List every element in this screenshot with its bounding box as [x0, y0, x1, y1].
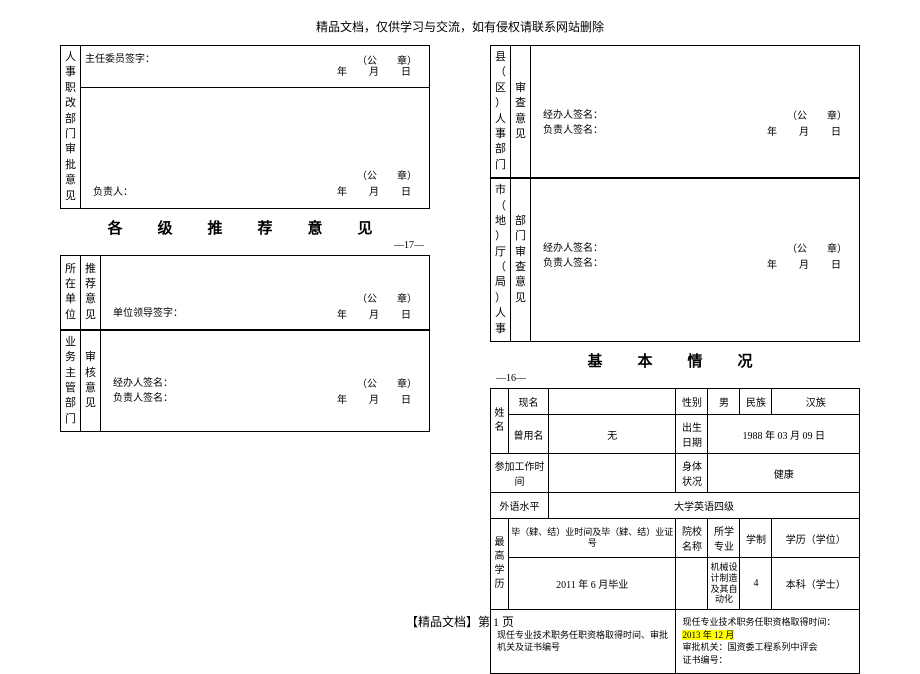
gender-label: 性别 — [676, 389, 708, 415]
ethnic-label: 民族 — [740, 389, 772, 415]
date-text: 年 月 日 — [337, 306, 417, 321]
resp-sig: 负责人签名： — [113, 391, 173, 406]
date-text: 年 月 日 — [767, 256, 847, 271]
approval-block-1: 人事职改部门审批意见 主任委员签字： （公 章） 年 月 日 （公 章） 负责人… — [60, 45, 430, 209]
edu-system-val: 4 — [740, 558, 772, 610]
page-number-17: —17— — [60, 240, 430, 251]
unit-sig-cell: （公 章） 单位领导签字： 年 月 日 — [101, 255, 430, 329]
date-text: 年 月 日 — [767, 123, 847, 138]
date-text: 年 月 日 — [337, 391, 417, 406]
date-text: 年 月 日 — [337, 183, 417, 198]
left-column: 人事职改部门审批意见 主任委员签字： （公 章） 年 月 日 （公 章） 负责人… — [60, 45, 430, 674]
page-header: 精品文档，仅供学习与交流，如有侵权请联系网站删除 — [0, 0, 920, 35]
edu-degree-val: 本科（学士） — [772, 558, 860, 610]
city-sig-cell: （公 章） 经办人签名： 负责人签名： 年 月 日 — [531, 179, 860, 342]
seal-text: （公 章） — [787, 240, 847, 255]
edu-degree: 学历（学位） — [772, 519, 860, 558]
current-name-label: 现名 — [509, 389, 549, 415]
edu-school: 院校名称 — [676, 519, 708, 558]
edu-major: 所学专业 — [708, 519, 740, 558]
inner-recommend: 推荐意见 — [81, 255, 101, 329]
side-county: 县（区）人事部门 — [491, 46, 511, 178]
unit-leader-sig: 单位领导签字： — [113, 306, 183, 321]
right-column: 县（区）人事部门 审查意见 （公 章） 经办人签名： 负责人签名： 年 月 日 — [490, 45, 860, 674]
chair-sig-label: 主任委员签字： — [85, 54, 155, 65]
side-dept: 业务主管部门 — [61, 330, 81, 431]
edu-grad-time: 2011 年 6 月毕业 — [509, 558, 676, 610]
edu-school-val — [676, 558, 708, 610]
work-date-label: 参加工作时间 — [491, 454, 549, 493]
former-name-label: 曾用名 — [509, 415, 549, 454]
qual-cert: 证书编号： — [682, 655, 727, 665]
seal-text: （公 章） — [357, 290, 417, 305]
health-val: 健康 — [708, 454, 860, 493]
section-title-basic: 基 本 情 况 — [490, 350, 860, 371]
dob-val: 1988 年 03 月 09 日 — [708, 415, 860, 454]
qual-time-val: 2013 年 12 月 — [682, 630, 734, 640]
seal-text: （公 章） — [357, 375, 417, 390]
page-footer: 【精品文档】第 1 页 — [0, 613, 920, 630]
recommend-block: 所在单位 推荐意见 （公 章） 单位领导签字： 年 月 日 — [60, 255, 430, 330]
sig-cell-bottom: （公 章） 负责人： 年 月 日 — [81, 87, 430, 208]
seal-text: （公 章） — [357, 167, 417, 182]
dept-sig-cell: （公 章） 经办人签名： 负责人签名： 年 月 日 — [101, 330, 430, 431]
edu-major-val: 机械设计制造及其自动化 — [708, 558, 740, 610]
side-city: 市（地）厅（局）人事 — [491, 179, 511, 342]
name-label: 姓名 — [491, 389, 509, 454]
basic-info-table: 姓名 现名 性别 男 民族 汉族 曾用名 无 出生日期 1988 年 03 月 … — [490, 388, 860, 674]
review-block: 业务主管部门 审核意见 （公 章） 经办人签名： 负责人签名： 年 月 日 — [60, 330, 430, 432]
work-date-val — [549, 454, 676, 493]
dob-label: 出生日期 — [676, 415, 708, 454]
page-body: 人事职改部门审批意见 主任委员签字： （公 章） 年 月 日 （公 章） 负责人… — [0, 35, 920, 674]
city-block: 市（地）厅（局）人事 部门审查意见 （公 章） 经办人签名： 负责人签名： 年 … — [490, 178, 860, 342]
section-title-recommend: 各 级 推 荐 意 见 — [60, 217, 430, 238]
ethnic-val: 汉族 — [772, 389, 860, 415]
health-label: 身体状况 — [676, 454, 708, 493]
seal-text: （公 章） — [787, 107, 847, 122]
handler-sig: 经办人签名： — [543, 241, 603, 256]
handler-sig: 经办人签名： — [543, 108, 603, 123]
page-number-16: —16— — [496, 373, 860, 384]
sig-cell-top: 主任委员签字： （公 章） 年 月 日 — [81, 46, 430, 88]
resp-sig: 负责人签名： — [543, 123, 603, 138]
lang-val: 大学英语四级 — [549, 493, 860, 519]
edu-side: 最高学历 — [491, 519, 509, 610]
edu-r1: 毕（肄、结）业时间及毕（肄、结）业证号 — [509, 519, 676, 558]
gender-val: 男 — [708, 389, 740, 415]
side-label-hr: 人事职改部门审批意见 — [61, 46, 81, 209]
edu-system: 学制 — [740, 519, 772, 558]
side-unit: 所在单位 — [61, 255, 81, 329]
former-name-val: 无 — [549, 415, 676, 454]
current-name-val — [549, 389, 676, 415]
county-sig-cell: （公 章） 经办人签名： 负责人签名： 年 月 日 — [531, 46, 860, 178]
county-block: 县（区）人事部门 审查意见 （公 章） 经办人签名： 负责人签名： 年 月 日 — [490, 45, 860, 178]
resp-sig-label: 负责人： — [93, 183, 133, 198]
inner-county: 审查意见 — [511, 46, 531, 178]
lang-label: 外语水平 — [491, 493, 549, 519]
inner-city: 部门审查意见 — [511, 179, 531, 342]
date-text: 年 月 日 — [337, 63, 417, 78]
inner-review: 审核意见 — [81, 330, 101, 431]
qual-org: 审批机关：国资委工程系列中评会 — [682, 642, 817, 652]
resp-sig: 负责人签名： — [543, 256, 603, 271]
handler-sig: 经办人签名： — [113, 376, 173, 391]
